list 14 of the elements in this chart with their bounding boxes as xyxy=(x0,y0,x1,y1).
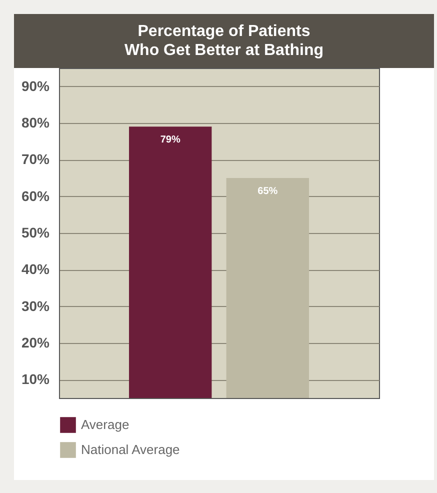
y-tick-label: 50% xyxy=(21,224,50,240)
chart-title: Percentage of Patients Who Get Better at Bathing xyxy=(14,14,434,68)
y-tick-label: 90% xyxy=(21,78,50,94)
legend-label: Average xyxy=(81,417,130,432)
y-tick-label: 60% xyxy=(21,188,50,204)
y-tick-label: 20% xyxy=(21,334,50,350)
y-tick-label: 80% xyxy=(21,114,50,130)
legend-label: National Average xyxy=(81,442,180,457)
y-tick-label: 70% xyxy=(21,151,50,168)
y-tick-label: 30% xyxy=(21,298,50,314)
y-tick-label: 40% xyxy=(21,261,50,278)
text: 79% xyxy=(160,134,180,146)
y-tick-label: 10% xyxy=(21,371,50,388)
text: 65% xyxy=(258,186,278,197)
